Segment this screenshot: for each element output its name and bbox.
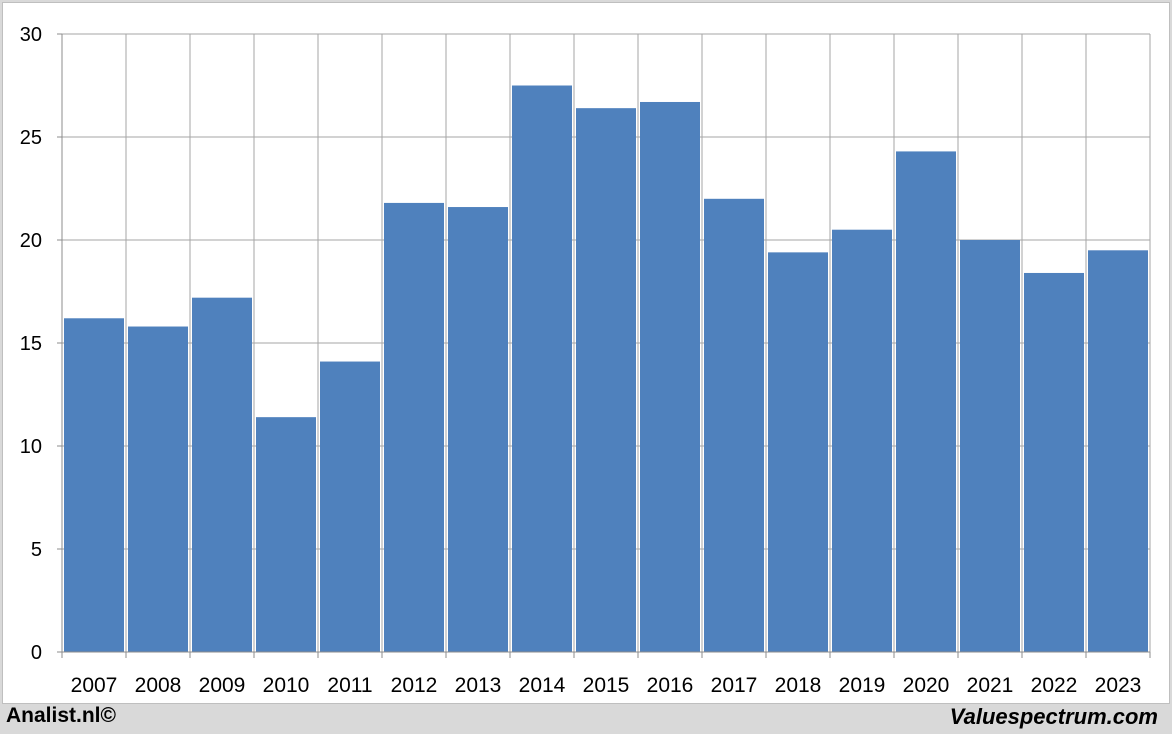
x-tick-label: 2023 (1095, 674, 1142, 697)
bar-2016 (640, 101, 700, 653)
bar-2019 (832, 229, 892, 652)
x-tick-label: 2019 (839, 674, 886, 697)
y-tick-label: 10 (20, 436, 42, 458)
y-tick-label: 25 (20, 127, 42, 149)
bar-2020 (896, 151, 956, 653)
bar-2013 (448, 207, 508, 653)
x-tick-label: 2022 (1031, 674, 1078, 697)
x-tick-label: 2010 (263, 674, 310, 697)
x-tick-label: 2013 (455, 674, 502, 697)
y-tick-label: 30 (20, 24, 42, 46)
y-tick-label: 15 (20, 333, 42, 355)
source-label: Analist.nl© (6, 704, 116, 727)
bar-2015 (576, 108, 636, 652)
x-tick-label: 2011 (327, 674, 372, 697)
x-tick-label: 2017 (711, 674, 758, 697)
x-tick-label: 2012 (391, 674, 438, 697)
x-tick-label: 2018 (775, 674, 822, 697)
bar-2014 (512, 85, 572, 652)
x-tick-label: 2009 (199, 674, 246, 697)
bar-2008 (128, 326, 188, 652)
bar-2010 (256, 417, 316, 652)
x-tick-label: 2021 (967, 674, 1014, 697)
bar-2018 (768, 252, 828, 653)
x-tick-label: 2008 (135, 674, 182, 697)
x-tick-label: 2015 (583, 674, 630, 697)
y-tick-label: 20 (20, 230, 42, 252)
x-tick-label: 2016 (647, 674, 694, 697)
brand-label: Valuespectrum.com (949, 704, 1158, 729)
bar-2009 (192, 297, 252, 652)
bar-2011 (320, 361, 380, 652)
x-tick-label: 2007 (71, 674, 118, 697)
x-tick-label: 2020 (903, 674, 950, 697)
bar-2023 (1088, 250, 1148, 653)
x-tick-label: 2014 (519, 674, 566, 697)
bar-2017 (704, 198, 764, 653)
y-tick-label: 0 (31, 642, 42, 664)
y-tick-label: 5 (31, 539, 42, 561)
bar-2022 (1024, 272, 1084, 652)
bar-2012 (384, 202, 444, 653)
bar-2007 (64, 318, 124, 652)
bar-2021 (960, 240, 1020, 652)
